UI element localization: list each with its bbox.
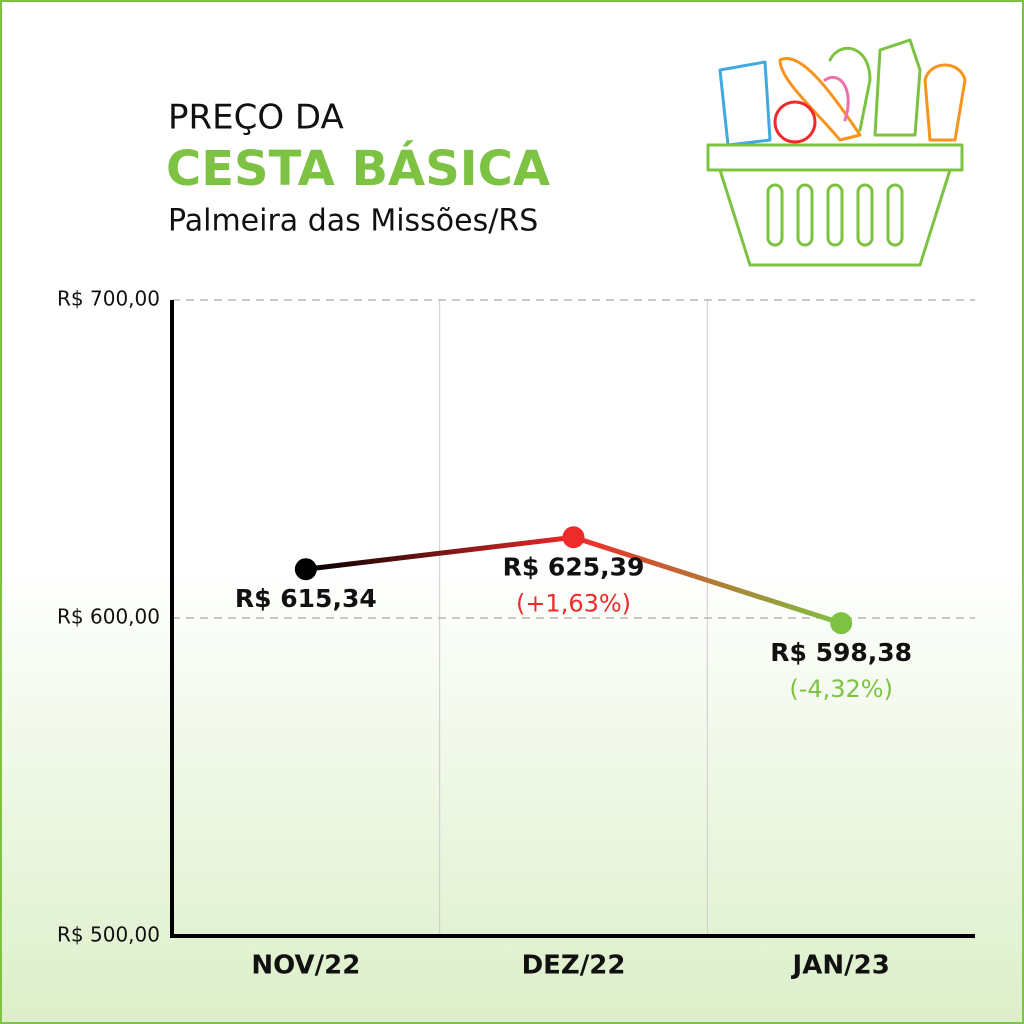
point [830, 612, 853, 635]
x-tick-label: JAN/23 [791, 951, 890, 981]
chart-subtitle: Palmeira das Missões/RS [168, 204, 538, 239]
x-tick-label: NOV/22 [251, 951, 360, 981]
value-label: R$ 625,39 [503, 552, 645, 581]
value-label: R$ 615,34 [235, 584, 377, 613]
point [294, 558, 317, 581]
chart-title: PREÇO DA [168, 98, 344, 138]
change-label: (-4,32%) [789, 675, 893, 703]
y-tick-label: R$ 500,00 [57, 923, 160, 947]
basket-icon [706, 38, 967, 267]
change-label: (+1,63%) [516, 589, 631, 617]
y-tick-label: R$ 600,00 [57, 605, 160, 629]
y-tick-label: R$ 700,00 [57, 287, 160, 311]
chart-title-highlight: CESTA BÁSICA [166, 140, 550, 197]
x-tick-label: DEZ/22 [522, 951, 626, 981]
value-label: R$ 598,38 [770, 638, 912, 667]
point [562, 526, 585, 549]
